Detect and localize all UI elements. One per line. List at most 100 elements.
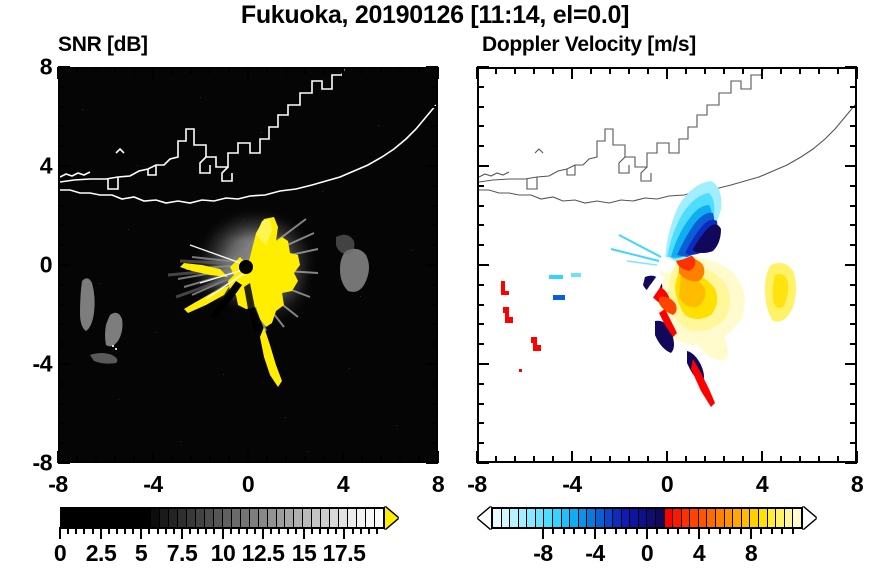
axis-tick: [426, 462, 438, 464]
axis-tick: [850, 106, 857, 108]
axis-tick: [704, 67, 706, 74]
colorbar-minor-tick: [230, 527, 232, 534]
x-axis-tick-label: 8: [431, 471, 445, 497]
colorbar-segment: [257, 509, 267, 527]
axis-tick: [247, 451, 249, 463]
colorbar-minor-tick: [677, 527, 679, 534]
colorbar-segment: [338, 509, 347, 527]
axis-tick: [477, 304, 484, 306]
axis-tick: [856, 451, 858, 463]
axis-tick: [418, 67, 420, 74]
colorbar-minor-tick: [287, 527, 289, 534]
axis-tick: [431, 284, 438, 286]
colorbar-segment: [132, 509, 142, 527]
colorbar-segment: [373, 509, 383, 527]
colorbar-segment: [552, 509, 561, 527]
colorbar-segment: [603, 509, 613, 527]
axis-tick: [685, 456, 687, 463]
doppler-colorbar-body: [491, 507, 803, 529]
colorbar-minor-tick: [254, 527, 256, 534]
colorbar-segment: [320, 509, 330, 527]
axis-tick: [477, 284, 484, 286]
colorbar-minor-tick: [792, 527, 794, 534]
axis-tick: [514, 67, 516, 74]
axis-tick: [58, 185, 65, 187]
axis-tick: [431, 383, 438, 385]
colorbar-minor-tick: [311, 527, 313, 534]
colorbar-segment: [141, 509, 151, 527]
colorbar-minor-tick: [189, 527, 191, 534]
axis-tick: [431, 403, 438, 405]
colorbar-minor-tick: [563, 527, 565, 534]
axis-tick: [850, 422, 857, 424]
colorbar-tick-label: 0: [53, 540, 67, 566]
axis-tick: [476, 67, 478, 79]
colorbar-segment: [230, 509, 240, 527]
colorbar-minor-tick: [67, 527, 69, 534]
axis-tick: [380, 67, 382, 74]
colorbar-segment: [543, 509, 553, 527]
colorbar-segment: [783, 509, 793, 527]
axis-tick: [850, 185, 857, 187]
axis-tick: [477, 343, 484, 345]
axis-tick: [609, 456, 611, 463]
colorbar-minor-tick: [238, 527, 240, 534]
colorbar-segment: [284, 509, 294, 527]
snr-plot-area[interactable]: [58, 67, 438, 463]
colorbar-tick-label: 12.5: [241, 540, 285, 566]
colorbar-segment: [740, 509, 750, 527]
coastline-doppler: [479, 69, 855, 204]
colorbar-minor-tick: [173, 527, 175, 534]
colorbar-segment: [364, 509, 374, 527]
axis-tick: [761, 451, 763, 463]
axis-tick: [431, 224, 438, 226]
colorbar-tick: [646, 527, 648, 539]
colorbar-segment: [123, 509, 133, 527]
y-axis-tick-label: 8: [39, 53, 53, 80]
colorbar-minor-tick: [352, 527, 354, 534]
colorbar-segment: [560, 509, 570, 527]
axis-tick: [266, 456, 268, 463]
axis-tick: [152, 67, 154, 79]
axis-tick: [799, 456, 801, 463]
doppler-plot-area[interactable]: [477, 67, 857, 463]
axis-tick: [477, 185, 484, 187]
colorbar-minor-tick: [132, 527, 134, 534]
axis-tick: [426, 66, 438, 68]
axis-tick: [850, 343, 857, 345]
axis-tick: [850, 86, 857, 88]
axis-tick: [533, 456, 535, 463]
colorbar-minor-tick: [360, 527, 362, 534]
colorbar-minor-tick: [760, 527, 762, 534]
axis-tick: [437, 451, 439, 463]
axis-tick: [742, 67, 744, 74]
snr-panel-title: SNR [dB]: [58, 33, 148, 56]
colorbar-minor-tick: [165, 527, 167, 534]
y-axis-tick-label: -4: [32, 350, 53, 377]
colorbar-tick: [100, 527, 102, 539]
axis-tick: [58, 284, 65, 286]
x-axis-tick-label: -4: [143, 471, 163, 497]
colorbar-segment: [248, 509, 258, 527]
coastline-snr: [60, 69, 436, 204]
axis-tick: [533, 67, 535, 74]
axis-tick: [845, 66, 857, 68]
axis-tick: [58, 383, 65, 385]
axis-tick: [171, 67, 173, 74]
colorbar-segment: [500, 509, 510, 527]
colorbar-segment: [680, 509, 690, 527]
axis-tick: [742, 456, 744, 463]
colorbar-minor-tick: [75, 527, 77, 534]
colorbar-segment: [168, 509, 178, 527]
colorbar-segment: [689, 509, 698, 527]
colorbar-minor-tick: [83, 527, 85, 534]
colorbar-tick: [594, 527, 596, 539]
colorbar-minor-tick: [740, 527, 742, 534]
colorbar-tick-label: 15: [291, 540, 317, 566]
colorbar-segment: [612, 509, 621, 527]
axis-tick: [799, 67, 801, 74]
colorbar-segment: [509, 509, 518, 527]
axis-tick: [850, 304, 857, 306]
colorbar-segment: [569, 509, 578, 527]
axis-tick: [58, 343, 65, 345]
